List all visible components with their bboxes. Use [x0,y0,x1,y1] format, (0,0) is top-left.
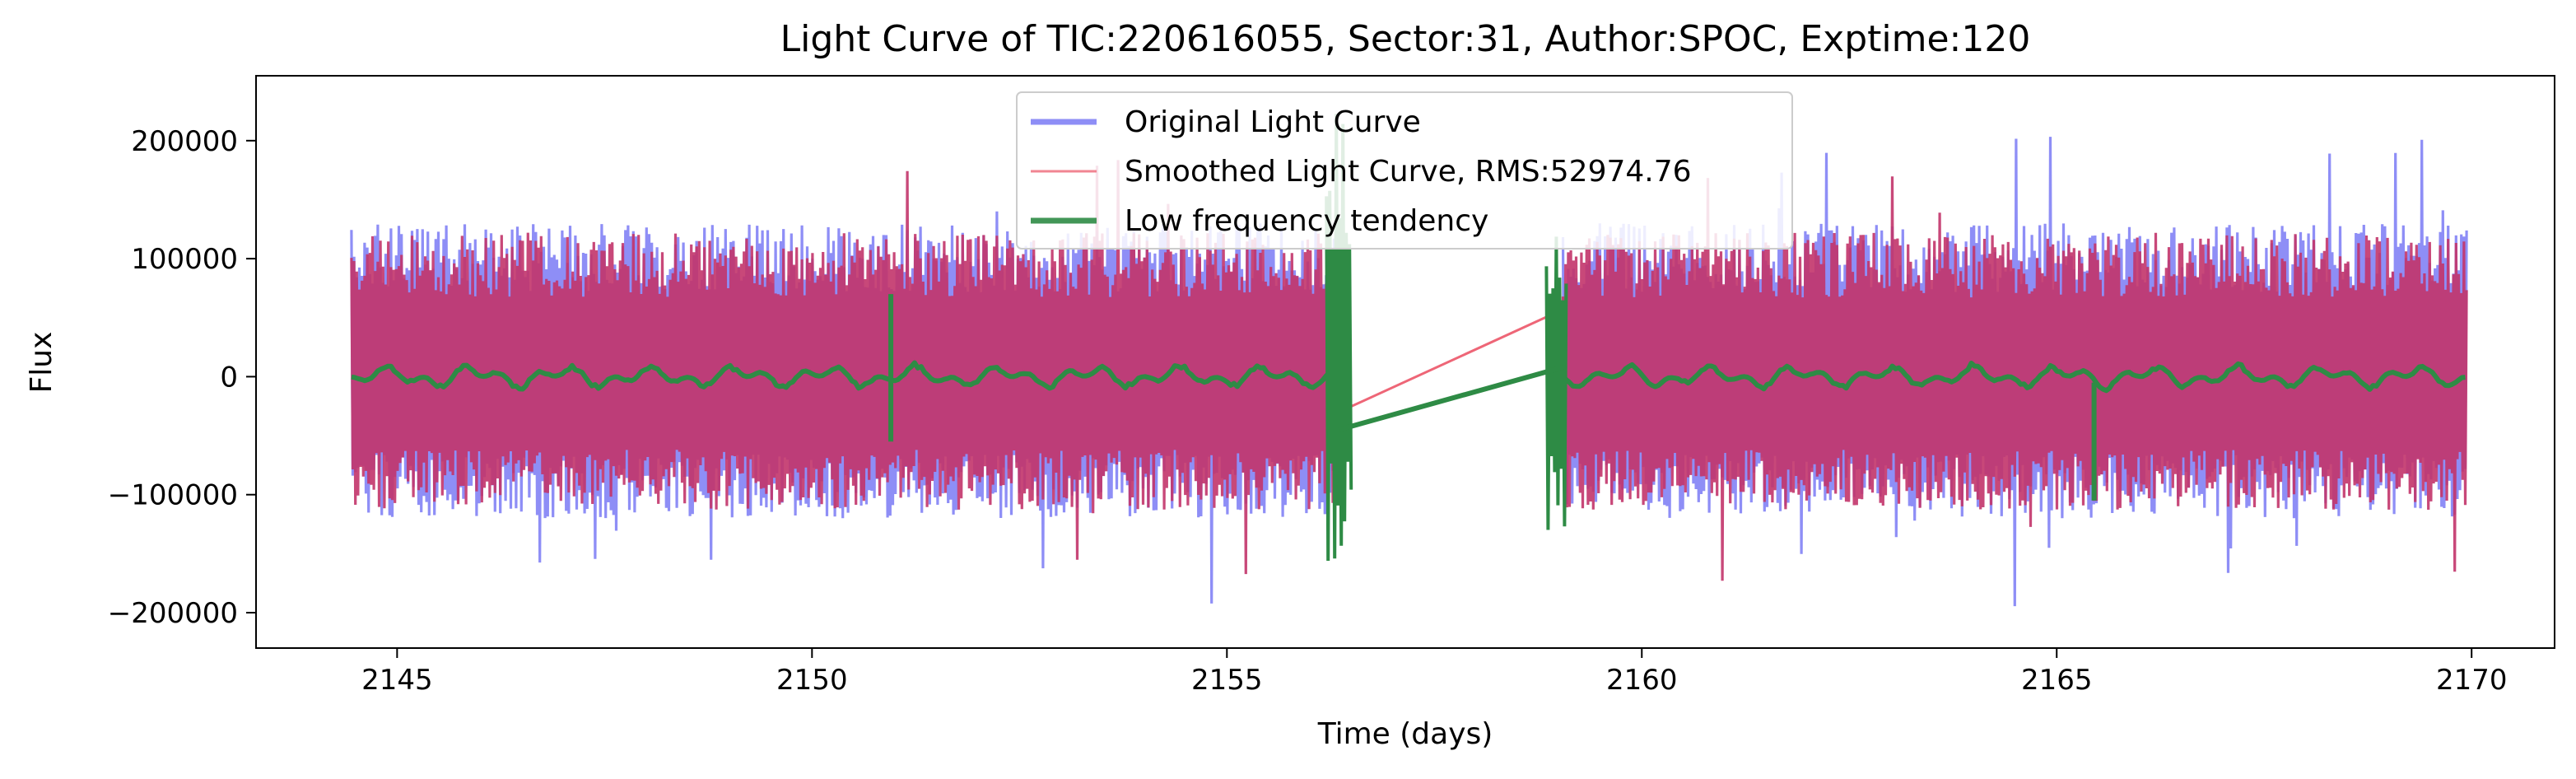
x-tick-label: 2150 [776,664,848,697]
legend-label-original: Original Light Curve [1125,105,1421,139]
x-tick-label: 2145 [361,664,433,697]
chart-title: Light Curve of TIC:220616055, Sector:31,… [780,18,2031,60]
low-frequency-tendency-line [351,360,1338,392]
tendency-edge-burst [1325,114,1353,562]
y-tick-label: −100000 [108,479,238,512]
low-frequency-tendency-line [1561,361,2466,394]
legend-label-tendency: Low frequency tendency [1125,204,1488,238]
legend-box [1016,91,1793,250]
x-tick-label: 2155 [1191,664,1263,697]
smoothed-gap-bridge [1338,308,1564,413]
legend: Original Light Curve Smoothed Light Curv… [1016,91,1793,250]
legend-label-smoothed: Smoothed Light Curve, RMS:52974.76 [1125,155,1692,189]
plot-frame [255,75,2555,649]
tendency-gap-bridge [1338,365,1564,432]
x-tick-label: 2165 [2021,664,2093,697]
x-tick-label: 2170 [2436,664,2508,697]
y-tick-label: 100000 [131,243,238,276]
y-tick-label: 0 [220,361,238,394]
y-axis-label: Flux [25,332,58,394]
y-tick-label: −200000 [108,597,238,630]
x-tick-label: 2160 [1606,664,1678,697]
y-tick-label: 200000 [131,125,238,158]
x-axis-label: Time (days) [1317,717,1493,751]
smoothed-light-curve-line [1561,176,2468,581]
